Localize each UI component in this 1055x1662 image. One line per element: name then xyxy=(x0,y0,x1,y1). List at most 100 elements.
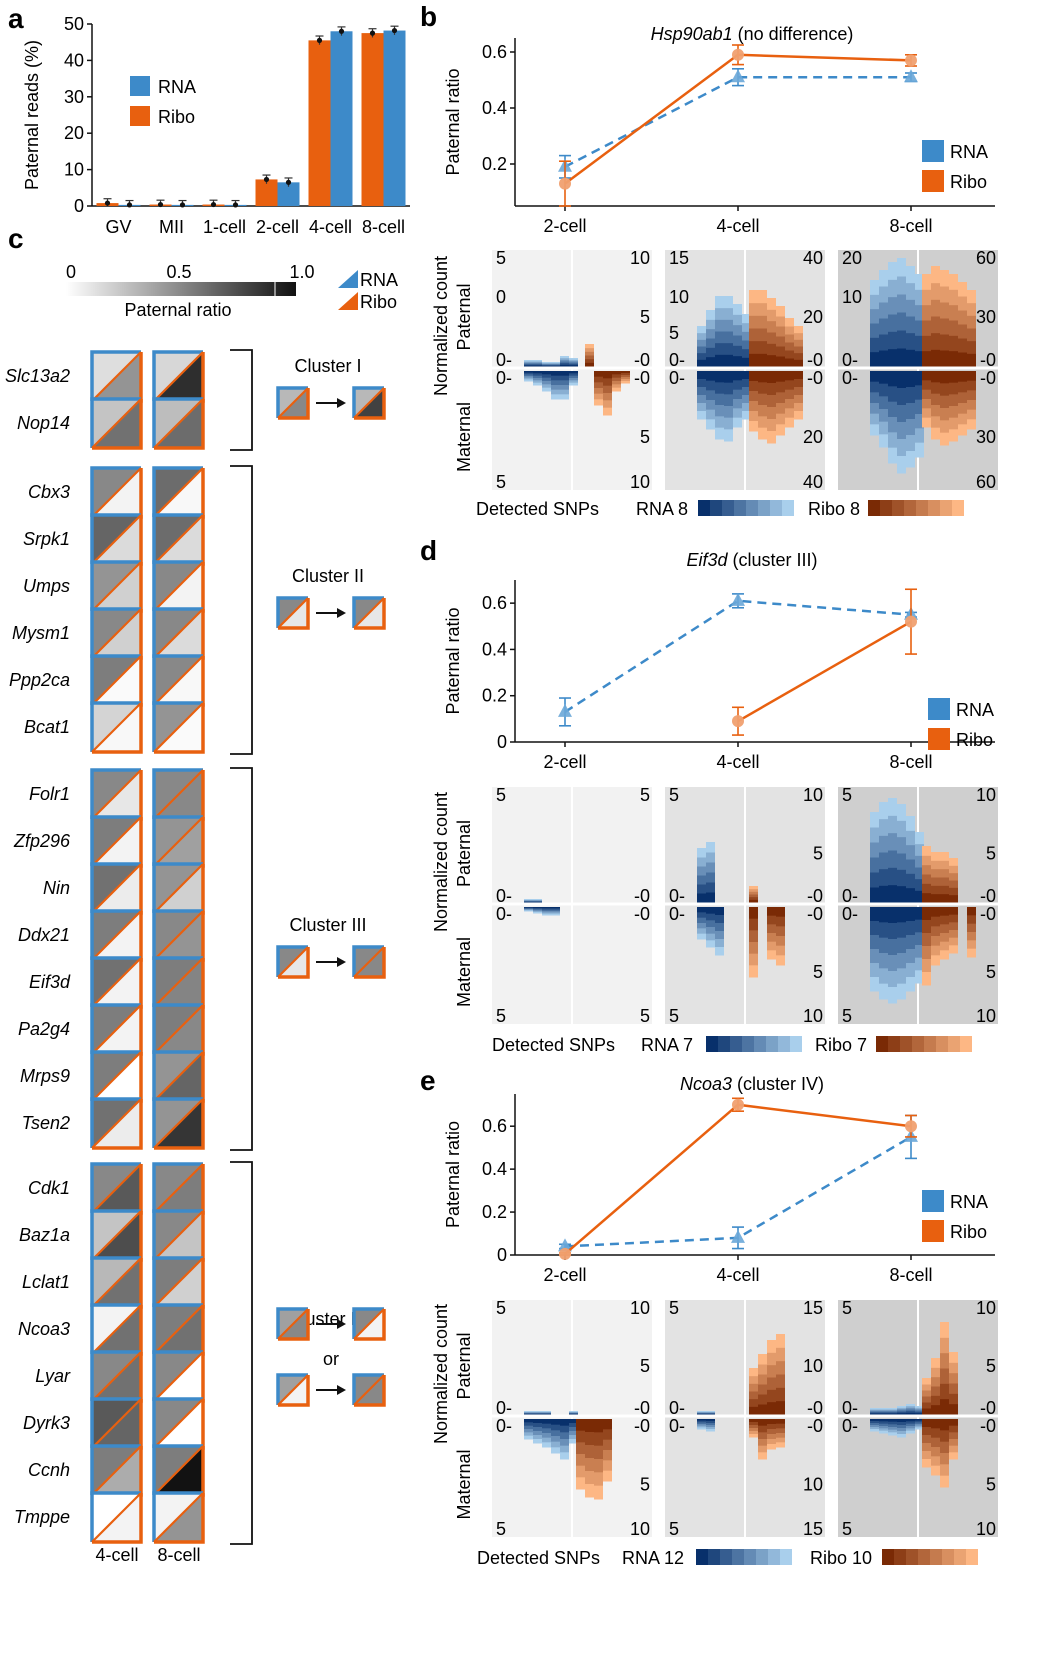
heat-cell-paternal xyxy=(697,884,706,894)
cell-8cell-Srpk1-diag xyxy=(153,514,204,565)
heat-cell-paternal xyxy=(906,887,915,903)
heat-cell-paternal xyxy=(585,355,594,360)
panel-label-e: e xyxy=(420,1065,436,1096)
heat-cell-paternal xyxy=(569,360,578,363)
heat-cell-maternal xyxy=(776,403,785,415)
heat-cell-maternal xyxy=(542,377,551,382)
y-tick-label: 20 xyxy=(64,123,84,143)
heat-cell-paternal xyxy=(897,294,906,313)
heat-cell-maternal xyxy=(749,411,758,422)
heat-cell-paternal xyxy=(915,320,924,336)
heat-cell-paternal xyxy=(758,1354,767,1365)
heat-cell-paternal xyxy=(931,1395,940,1406)
heat-cell-paternal xyxy=(758,353,767,367)
heat-cell-paternal xyxy=(767,332,776,344)
heat-tick-rm: 30 xyxy=(976,307,996,327)
heat-cell-paternal xyxy=(949,858,958,866)
heat-cell-paternal xyxy=(922,874,931,884)
heat-tick-rb: 15 xyxy=(803,1519,823,1539)
heat-cell-maternal xyxy=(767,907,776,917)
heat-cell-maternal xyxy=(879,409,888,423)
heat-cell-maternal xyxy=(767,924,776,934)
heat-cell-maternal xyxy=(915,385,924,401)
heat-cell-paternal xyxy=(879,868,888,886)
heat-ylabel-maternal: Maternal xyxy=(454,937,474,1007)
heat-cell-maternal xyxy=(697,1419,706,1422)
heat-cell-paternal xyxy=(931,299,940,317)
heat-cell-maternal xyxy=(542,1419,551,1425)
heat-cell-maternal xyxy=(551,912,560,915)
gene-label-Umps: Umps xyxy=(23,576,70,596)
heat-cell-maternal xyxy=(715,947,724,956)
x-tick-label-2-cell: 2-cell xyxy=(543,752,586,772)
heat-tick-lb: 5 xyxy=(669,1519,679,1539)
heat-cell-paternal xyxy=(776,356,785,367)
heat-cell-paternal xyxy=(949,274,958,290)
heat-cell-paternal xyxy=(897,1406,906,1408)
heat-cell-maternal xyxy=(776,424,785,436)
heat-cell-paternal xyxy=(785,350,794,359)
heat-cell-paternal xyxy=(958,310,967,325)
heat-cell-paternal xyxy=(767,1364,776,1378)
heat-cell-maternal xyxy=(733,371,742,381)
heat-tick-lm: 10 xyxy=(842,287,862,307)
heat-cell-maternal xyxy=(897,1422,906,1426)
heat-cell-maternal xyxy=(931,416,940,429)
colorbar-rna-cell xyxy=(778,1036,790,1052)
heat-cell-paternal xyxy=(922,1378,931,1385)
heat-cell-maternal xyxy=(742,411,751,420)
heat-cell-maternal xyxy=(542,907,551,909)
legend-label-rna: RNA xyxy=(950,142,988,162)
heat-cell-paternal xyxy=(767,1352,776,1366)
heat-cell-paternal xyxy=(758,328,767,342)
heat-cell-maternal xyxy=(603,1439,612,1451)
heat-zero: -0 xyxy=(634,1398,650,1418)
heat-cell-maternal xyxy=(594,376,603,383)
heat-cell-maternal xyxy=(949,429,958,442)
heat-zero: -0 xyxy=(980,1398,996,1418)
data-dot xyxy=(126,202,133,208)
heat-cell-paternal xyxy=(870,842,879,858)
point-ribo xyxy=(905,1120,917,1133)
heat-cell-maternal xyxy=(758,1445,767,1453)
heat-cell-paternal xyxy=(922,846,931,856)
heat-cell-maternal xyxy=(542,1433,551,1439)
heat-cell-paternal xyxy=(697,359,706,367)
heat-cell-maternal xyxy=(560,394,569,400)
heat-cell-paternal xyxy=(749,1375,758,1384)
cell-8cell-Cbx3-rna-border xyxy=(152,466,203,517)
heat-cell-maternal xyxy=(949,914,958,923)
heat-cell-paternal xyxy=(560,364,569,367)
heat-cell-maternal xyxy=(949,417,958,430)
heat-cell-maternal xyxy=(940,1464,949,1477)
gene-label-Cbx3: Cbx3 xyxy=(28,482,70,502)
heat-cell-maternal xyxy=(706,390,715,401)
heat-cell-paternal xyxy=(888,279,897,298)
heat-cell-maternal xyxy=(922,1427,931,1436)
heat-cell-maternal xyxy=(758,405,767,417)
colorbar-ribo-cell xyxy=(868,500,880,516)
heat-cell-paternal xyxy=(749,891,758,895)
heat-cell-maternal xyxy=(906,977,915,992)
heat-cell-paternal xyxy=(940,1352,949,1369)
heat-cell-maternal xyxy=(967,390,976,401)
heat-cell-maternal xyxy=(897,1425,906,1429)
heat-cell-maternal xyxy=(594,399,603,406)
heat-cell-paternal xyxy=(915,350,924,367)
heat-ylabel-paternal: Paternal xyxy=(454,820,474,887)
heat-cell-maternal xyxy=(870,949,879,964)
heat-cell-maternal xyxy=(915,1424,924,1427)
heat-cell-maternal xyxy=(888,447,897,464)
heat-cell-paternal xyxy=(524,361,533,363)
heat-cell-maternal xyxy=(697,933,706,940)
heat-cell-maternal xyxy=(533,373,542,377)
heat-cell-paternal xyxy=(967,315,976,329)
heat-cell-paternal xyxy=(715,307,724,320)
heat-cell-maternal xyxy=(749,918,758,931)
heat-cell-maternal xyxy=(879,396,888,410)
heat-cell-paternal xyxy=(940,350,949,367)
heat-cell-maternal xyxy=(551,389,560,395)
heat-cell-paternal xyxy=(870,857,879,873)
heat-ylabel-maternal: Maternal xyxy=(454,1449,474,1519)
colorbar-ribo-cell xyxy=(960,1036,972,1052)
